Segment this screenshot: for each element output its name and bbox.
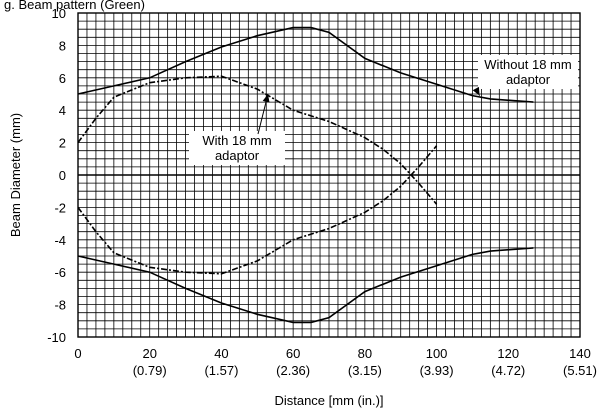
x-tick-sublabel: (3.15) [348, 363, 382, 378]
y-tick-label: -2 [54, 200, 66, 215]
y-tick-label: 6 [59, 71, 66, 86]
x-tick-label: 0 [74, 346, 81, 361]
series-line-2-solid [77, 247, 534, 324]
x-tick-sublabel: (2.36) [276, 363, 310, 378]
x-tick-label: 20 [142, 346, 156, 361]
annotation-box [189, 131, 285, 165]
series-line-4-dashed [77, 145, 438, 275]
x-tick-label: 100 [426, 346, 448, 361]
annotation-box [478, 55, 578, 89]
chart-title: g. Beam pattern (Green) [4, 0, 145, 12]
series-layer [77, 26, 534, 324]
x-tick-sublabel: (4.72) [491, 363, 525, 378]
series-line-1-solid [77, 26, 534, 103]
x-tick-sublabel: (5.51) [563, 363, 597, 378]
y-tick-label: -6 [54, 265, 66, 280]
x-tick-sublabel: (0.79) [133, 363, 167, 378]
annotation-arrowhead [262, 94, 270, 103]
y-tick-label: 10 [52, 6, 66, 21]
x-tick-label: 60 [286, 346, 300, 361]
annotation-text: adaptor [506, 72, 551, 87]
series-line-3-dashed [77, 75, 438, 205]
annotation-text: Without 18 mm [484, 57, 571, 72]
y-tick-label: 4 [59, 103, 66, 118]
y-tick-label: -10 [47, 330, 66, 345]
y-axis-label: Beam Diameter (mm) [8, 113, 23, 237]
y-tick-label: -8 [54, 298, 66, 313]
y-tick-label: 0 [59, 168, 66, 183]
y-tick-labels: 10 8 6 4 2 0 -2 -4 -6 -8 -10 [47, 6, 66, 345]
y-tick-label: 2 [59, 136, 66, 151]
x-tick-label: 40 [214, 346, 228, 361]
x-tick-labels: 0 20 (0.79) 40 (1.57) 60 (2.36) 80 (3.15) 100 (3.9… [74, 346, 597, 378]
y-tick-label: 8 [59, 38, 66, 53]
annotation-arrowhead [472, 86, 480, 96]
x-tick-label: 140 [569, 346, 591, 361]
annotation-text: With 18 mm [202, 133, 271, 148]
x-tick-sublabel: (1.57) [204, 363, 238, 378]
y-tick-label: -4 [54, 233, 66, 248]
x-axis-label: Distance [mm (in.)] [274, 393, 383, 408]
x-tick-label: 80 [358, 346, 372, 361]
x-tick-sublabel: (3.93) [420, 363, 454, 378]
annotation-text: adaptor [215, 148, 260, 163]
x-tick-label: 120 [497, 346, 519, 361]
